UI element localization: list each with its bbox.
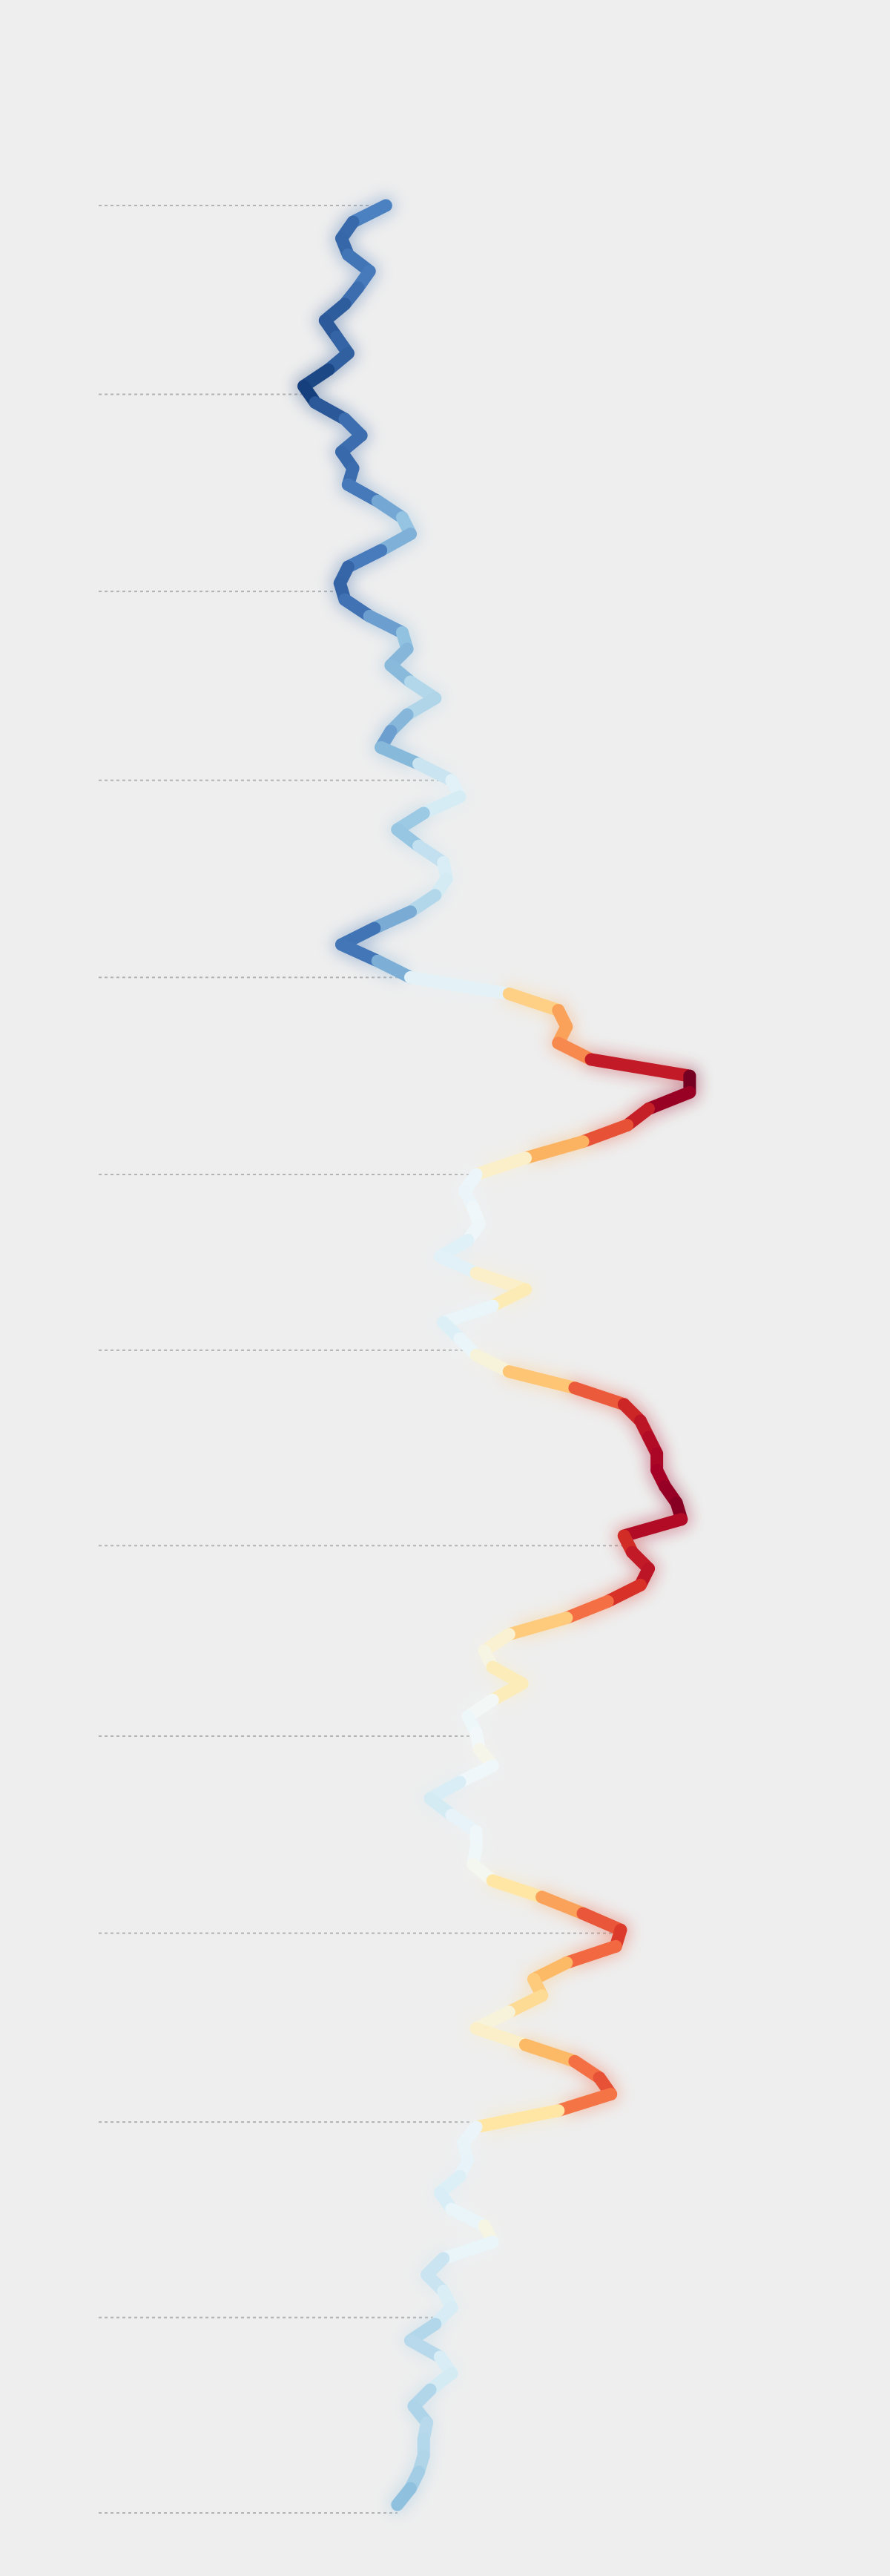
line-segment (433, 1250, 483, 1280)
line-segment (404, 970, 515, 1000)
line-segment (417, 790, 467, 820)
line-segment (576, 1119, 634, 1149)
line-segment (469, 1151, 532, 1181)
line-segment (375, 740, 426, 771)
reference-lines (99, 205, 629, 2514)
line-segment (560, 1939, 622, 1969)
line-segment (469, 2022, 532, 2051)
line-segment (335, 938, 384, 967)
line-segment (437, 1299, 499, 1329)
line-segment (552, 2088, 618, 2117)
line-segment (518, 2038, 581, 2068)
line-segment (486, 1874, 549, 1904)
line-segment (368, 905, 418, 935)
line-segment (568, 1381, 630, 1411)
line-segment (502, 1611, 573, 1641)
line-segment (391, 2482, 418, 2511)
line-segment (584, 1053, 696, 1082)
line-segment (502, 1365, 581, 1395)
line (297, 199, 696, 2511)
line-segment (535, 1890, 590, 1920)
line-segment (437, 2235, 499, 2265)
line-segment (642, 1085, 696, 1115)
line-glow (294, 196, 699, 2514)
line-segment (617, 1513, 688, 1542)
line-segment (502, 987, 565, 1017)
line-segment (576, 1907, 627, 1936)
line-segment (518, 1135, 590, 1165)
line-segment (469, 2104, 565, 2134)
line-segment (560, 1594, 614, 1625)
